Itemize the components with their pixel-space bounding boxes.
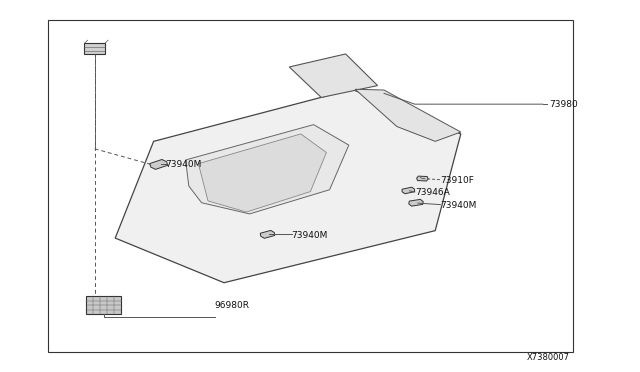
Text: 73980: 73980 (549, 100, 578, 109)
Text: 73946A: 73946A (415, 188, 449, 197)
Polygon shape (198, 134, 326, 212)
Text: 73910F: 73910F (440, 176, 474, 185)
Polygon shape (150, 160, 168, 169)
Bar (86, 296, 122, 314)
Bar (84, 43, 105, 54)
Polygon shape (115, 89, 461, 283)
Text: 96980R: 96980R (214, 301, 250, 310)
Text: X7380007: X7380007 (527, 353, 570, 362)
Bar (48, 20, 573, 352)
Polygon shape (417, 176, 428, 181)
Text: 73940M: 73940M (291, 231, 328, 240)
Polygon shape (186, 125, 349, 214)
Polygon shape (355, 89, 461, 141)
Text: 73940M: 73940M (440, 201, 477, 210)
Polygon shape (409, 199, 423, 206)
Polygon shape (289, 54, 378, 97)
Polygon shape (260, 230, 275, 238)
Polygon shape (402, 187, 415, 194)
Text: 73940M: 73940M (165, 160, 202, 169)
